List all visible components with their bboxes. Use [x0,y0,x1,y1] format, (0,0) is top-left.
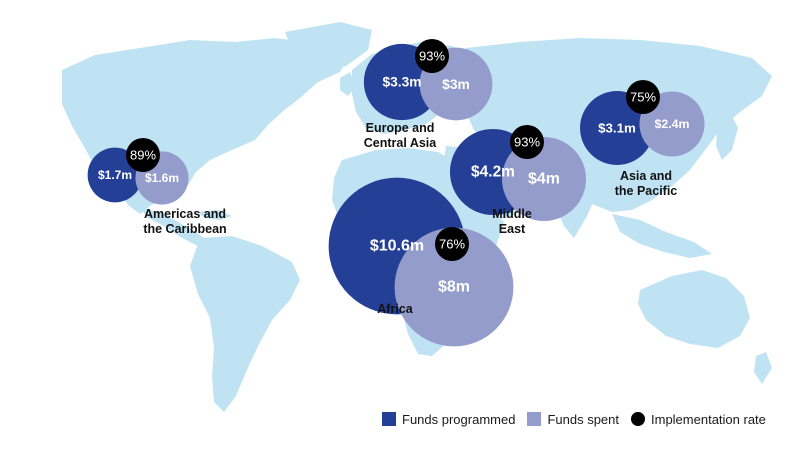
implementation-rate-bubble [435,227,469,261]
legend: Funds programmed Funds spent Implementat… [382,408,778,430]
funds-spent-label: $2.4m [654,117,689,131]
legend-swatch-programmed [382,412,396,426]
funds-programmed-label: $3.1m [598,121,636,136]
southeast-asia-shape [612,214,712,258]
australia-shape [638,270,750,348]
greenland-shape [285,22,372,74]
funds-spent-bubble [394,227,514,347]
funds-programmed-label: $1.7m [98,168,132,182]
implementation-rate-label: 93% [419,49,445,64]
implementation-rate-bubble [126,138,160,172]
legend-label-spent: Funds spent [547,411,619,427]
funds-spent-label: $4m [528,171,560,188]
region-name-label: the Caribbean [143,222,226,236]
central-america-shape [140,208,206,246]
uk-shape [340,72,356,96]
implementation-rate-bubble [626,80,660,114]
south-america-shape [190,236,300,412]
implementation-rate-bubble [415,39,449,73]
region-name-label: Africa [377,302,413,316]
legend-item-implementation: Implementation rate [631,412,766,427]
japan-shape [716,112,738,160]
region-name-label: the Pacific [615,184,678,198]
legend-label-implementation: Implementation rate [651,411,766,427]
legend-swatch-implementation [631,412,645,426]
funds-spent-label: $3m [442,76,470,92]
new-zealand-shape [754,352,772,384]
implementation-rate-label: 89% [130,148,156,163]
funds-programmed-label: $4.2m [471,164,515,181]
implementation-rate-label: 93% [514,135,540,150]
region-name-label: Americas and [144,207,226,221]
region-group: $10.6m $8m 76% Africa [328,177,514,347]
caribbean-shape [198,210,232,220]
region-name-label: Asia and [620,169,672,183]
region-name-label: Central Asia [364,136,438,150]
funds-programmed-label: $10.6m [370,238,424,255]
legend-swatch-spent [527,412,542,426]
region-name-label: Europe and [366,121,435,135]
region-name-label: Middle [492,207,532,221]
funds-programmed-label: $3.3m [383,75,422,90]
legend-item-spent: Funds spent [527,412,619,427]
implementation-rate-label: 76% [439,237,465,252]
legend-item-programmed: Funds programmed [382,412,515,427]
region-name-label: East [499,222,526,236]
implementation-rate-label: 75% [630,90,656,105]
legend-label-programmed: Funds programmed [402,411,516,427]
implementation-rate-bubble [510,125,544,159]
funds-spent-label: $1.6m [145,171,179,185]
funds-spent-label: $8m [438,279,470,296]
